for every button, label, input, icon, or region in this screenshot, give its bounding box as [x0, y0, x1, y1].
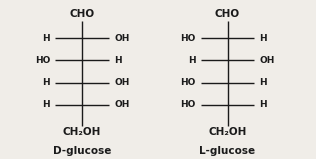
- Text: OH: OH: [259, 56, 275, 65]
- Text: L-glucose: L-glucose: [199, 146, 256, 156]
- Text: H: H: [259, 78, 267, 87]
- Text: CHO: CHO: [215, 9, 240, 19]
- Text: HO: HO: [180, 34, 196, 43]
- Text: OH: OH: [114, 34, 130, 43]
- Text: OH: OH: [114, 100, 130, 109]
- Text: H: H: [259, 34, 267, 43]
- Text: CH₂OH: CH₂OH: [208, 127, 247, 137]
- Text: CHO: CHO: [70, 9, 95, 19]
- Text: H: H: [43, 34, 50, 43]
- Text: H: H: [43, 78, 50, 87]
- Text: CH₂OH: CH₂OH: [63, 127, 101, 137]
- Text: H: H: [114, 56, 122, 65]
- Text: OH: OH: [114, 78, 130, 87]
- Text: HO: HO: [180, 78, 196, 87]
- Text: HO: HO: [35, 56, 50, 65]
- Text: D-glucose: D-glucose: [53, 146, 111, 156]
- Text: H: H: [259, 100, 267, 109]
- Text: HO: HO: [180, 100, 196, 109]
- Text: H: H: [43, 100, 50, 109]
- Text: H: H: [188, 56, 196, 65]
